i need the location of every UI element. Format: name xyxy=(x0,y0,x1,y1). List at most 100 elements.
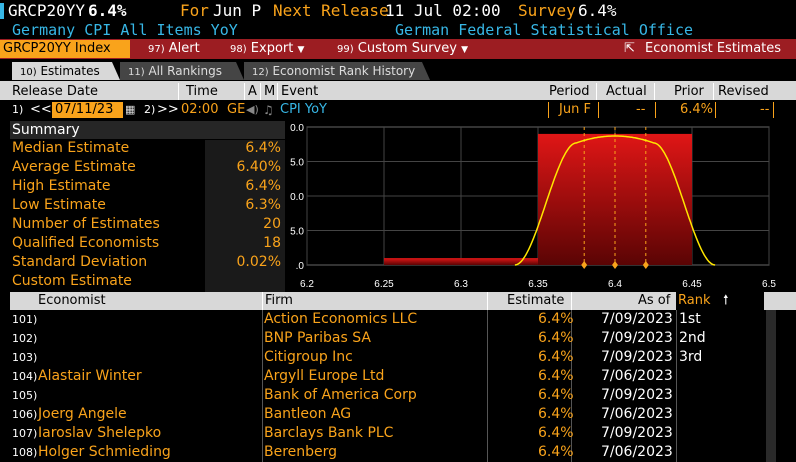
summary-custom[interactable]: Custom Estimate xyxy=(12,273,132,289)
estimate-value: 6.4% xyxy=(538,425,574,441)
ticker-value: 6.4% xyxy=(88,1,127,20)
release-time: 02:00 xyxy=(181,102,219,117)
col-release-date[interactable]: Release Date xyxy=(12,84,98,99)
table-row[interactable]: 104) Alastair Winter Argyll Europe Ltd 6… xyxy=(12,368,673,384)
summary-low: Low Estimate 6.3% xyxy=(12,197,281,213)
y-tick-labels: 20.0 15.0 10.0 5.0 .0 xyxy=(290,123,304,272)
table-row[interactable]: 108) Holger Schmieding Berenberg 6.4% 7/… xyxy=(12,444,673,460)
security-header: GRCP20YY 6.4% For Jun P Next Release 11 … xyxy=(0,0,796,21)
release-date-input[interactable]: 07/11/23 xyxy=(52,102,123,118)
alert-button[interactable]: 97) Alert xyxy=(148,41,200,56)
col-event[interactable]: Event xyxy=(281,84,319,99)
estimate-value: 6.4% xyxy=(538,406,574,422)
x-tick-label: 6.5 xyxy=(762,279,776,290)
next-date-num: 2) xyxy=(144,103,156,116)
row-divider xyxy=(773,102,774,118)
chart-markers xyxy=(581,127,649,269)
y-tick-label: 20.0 xyxy=(290,123,304,134)
release-revised: -- xyxy=(760,102,770,117)
release-prior: 6.4% xyxy=(680,102,714,117)
col-a[interactable]: A xyxy=(248,84,257,99)
estimate-value: 6.4% xyxy=(538,311,574,327)
x-tick-label: 6.25 xyxy=(374,279,394,290)
rank-value: 1st xyxy=(679,311,701,327)
col-period[interactable]: Period xyxy=(549,84,590,99)
summary-average: Average Estimate 6.40% xyxy=(12,159,281,175)
economist-estimates-button[interactable]: ⇱ Economist Estimates xyxy=(624,41,782,56)
summary-values-bg xyxy=(205,140,285,292)
y-tick-label: .0 xyxy=(296,261,305,272)
histogram-bar xyxy=(384,258,538,265)
data-source: German Federal Statistical Office xyxy=(395,21,694,39)
x-tick-labels: 6.2 6.25 6.3 6.35 6.4 6.45 6.5 xyxy=(300,279,776,290)
row-divider xyxy=(715,102,716,118)
economist-name: Iaroslav Shelepko xyxy=(38,425,162,441)
col-m[interactable]: M xyxy=(264,84,276,99)
tab-bar: 10) Estimates 11) All Rankings 12) Econo… xyxy=(0,62,796,81)
as-of-date: 7/06/2023 xyxy=(601,406,673,422)
export-button[interactable]: 98) Export ▼ xyxy=(230,41,305,56)
y-tick-label: 5.0 xyxy=(290,227,304,238)
custom-survey-button[interactable]: 99) Custom Survey ▼ xyxy=(337,41,469,56)
col-time[interactable]: Time xyxy=(186,84,218,99)
th-rank-bg xyxy=(676,292,764,310)
external-link-icon: ⇱ xyxy=(624,41,635,56)
event-name[interactable]: CPI YoY xyxy=(280,102,327,117)
col-prior[interactable]: Prior xyxy=(674,84,704,99)
table-row[interactable]: 107) Iaroslav Shelepko Barclays Bank PLC… xyxy=(12,425,673,441)
tab-estimates[interactable]: 10) Estimates xyxy=(12,62,120,80)
summary-panel: Summary Median Estimate 6.4% Average Est… xyxy=(10,121,285,291)
estimate-distribution-chart: 20.015.010.05.0.0 6.26.256.36.356.46.456… xyxy=(290,123,776,290)
as-of-date: 7/09/2023 xyxy=(601,349,673,365)
th-as-of[interactable]: As of xyxy=(638,293,671,308)
y-tick-label: 10.0 xyxy=(290,192,304,203)
x-tick-label: 6.35 xyxy=(528,279,548,290)
th-economist[interactable]: Economist xyxy=(38,293,106,308)
calendar-icon[interactable]: ▦ xyxy=(125,103,136,116)
index-box[interactable]: GRCP20YY Index xyxy=(0,40,130,58)
x-tick-label: 6.45 xyxy=(682,279,702,290)
country-code: GE xyxy=(227,102,246,117)
col-actual[interactable]: Actual xyxy=(606,84,647,99)
th-rank[interactable]: Rank xyxy=(678,293,711,308)
caret-down-icon: ▼ xyxy=(461,45,469,55)
next-date-button[interactable]: >> xyxy=(157,102,179,117)
caret-down-icon: ▼ xyxy=(297,45,305,55)
estimate-value: 6.4% xyxy=(538,330,574,346)
x-tick-label: 6.3 xyxy=(454,279,468,290)
release-row: 1) << 07/11/23 ▦ 2) >> 02:00 GE ◀) ♫ CPI… xyxy=(0,100,796,120)
as-of-date: 7/09/2023 xyxy=(601,425,673,441)
th-firm[interactable]: Firm xyxy=(265,293,293,308)
row-divider xyxy=(598,102,599,118)
tab-economist-rank-history[interactable]: 12) Economist Rank History xyxy=(244,62,430,80)
release-period: Jun F xyxy=(559,102,591,117)
table-row[interactable]: 105) Bank of America Corp 6.4% 7/09/2023 xyxy=(12,387,673,403)
firm-name: Argyll Europe Ltd xyxy=(264,368,385,384)
table-row[interactable]: 102) BNP Paribas SA 6.4% 7/09/2023 2nd xyxy=(12,330,706,346)
summary-title-bar: Summary xyxy=(10,121,285,139)
col-revised[interactable]: Revised xyxy=(718,84,769,99)
table-row[interactable]: 106) Joerg Angele Bantleon AG 6.4% 7/06/… xyxy=(12,406,673,422)
table-row[interactable]: 103) Citigroup Inc 6.4% 7/09/2023 3rd xyxy=(12,349,703,365)
x-tick-label: 6.4 xyxy=(608,279,622,290)
tab-underline xyxy=(0,81,796,83)
table-row[interactable]: 101) Action Economics LLC 6.4% 7/09/2023… xyxy=(12,311,701,327)
y-tick-label: 15.0 xyxy=(290,158,304,169)
estimate-value: 6.4% xyxy=(538,387,574,403)
table-scrollbar[interactable] xyxy=(766,310,776,462)
tab-all-rankings[interactable]: 11) All Rankings xyxy=(120,62,244,80)
th-estimate[interactable]: Estimate xyxy=(507,293,565,308)
prev-date-button[interactable]: << xyxy=(30,102,52,117)
firm-name: BNP Paribas SA xyxy=(264,330,371,346)
menu-bar: GRCP20YY Index 97) Alert 98) Export ▼ 99… xyxy=(0,39,796,59)
survey-label: Survey xyxy=(518,1,576,20)
next-release-value: 11 Jul 02:00 xyxy=(385,1,501,20)
firm-name: Action Economics LLC xyxy=(264,311,418,327)
estimate-value: 6.4% xyxy=(538,349,574,365)
summary-stddev: Standard Deviation 0.02% xyxy=(12,254,281,270)
x-tick-label: 6.2 xyxy=(300,279,314,290)
speaker-icon[interactable]: ◀) xyxy=(246,103,259,116)
firm-name: Citigroup Inc xyxy=(264,349,353,365)
bell-icon[interactable]: ♫ xyxy=(263,103,274,117)
sort-ascending-icon[interactable]: 🠕 xyxy=(723,293,729,308)
